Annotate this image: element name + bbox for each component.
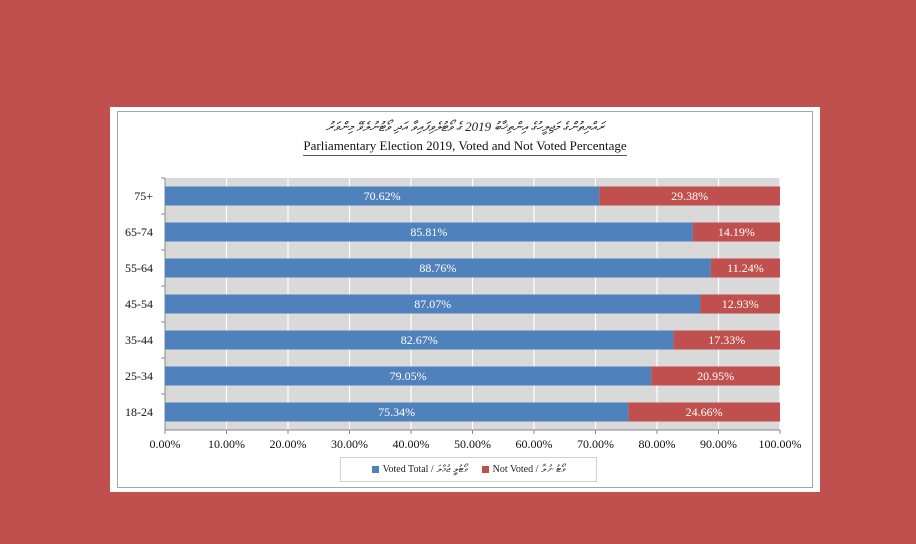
- data-label: 79.05%: [390, 369, 427, 383]
- x-tick-label: 80.00%: [639, 437, 676, 451]
- bar-voted: [165, 186, 600, 206]
- y-tick-label: 18-24: [125, 405, 153, 419]
- x-tick-label: 10.00%: [208, 437, 245, 451]
- data-label: 70.62%: [364, 189, 401, 203]
- bar-voted: [165, 258, 711, 278]
- bar-voted: [165, 402, 629, 422]
- bar-not-voted: [710, 258, 780, 278]
- y-tick-label: 45-54: [125, 297, 153, 311]
- chart-title: Parliamentary Election 2019, Voted and N…: [110, 138, 820, 156]
- legend: Voted Total / ވޯޓުލީ ޖުމްލަ Not Voted / …: [340, 457, 597, 482]
- x-tick-label: 60.00%: [516, 437, 553, 451]
- chart-title-text: Parliamentary Election 2019, Voted and N…: [303, 138, 627, 156]
- chart-title-dhivehi: ރައްޔިތުންގެ މަޖިލީހުގެ އިންތިޚާބު 2019 …: [325, 119, 605, 134]
- bar-not-voted: [599, 186, 780, 206]
- y-tick-label: 25-34: [125, 369, 153, 383]
- data-label: 75.34%: [378, 405, 415, 419]
- x-tick-label: 30.00%: [331, 437, 368, 451]
- data-label: 82.67%: [401, 333, 438, 347]
- x-tick-label: 70.00%: [577, 437, 614, 451]
- legend-swatch-not-voted: [481, 466, 489, 474]
- bar-voted: [165, 294, 701, 314]
- x-tick-label: 40.00%: [393, 437, 430, 451]
- data-label: 20.95%: [697, 369, 734, 383]
- bar-not-voted: [692, 222, 780, 242]
- bar-not-voted: [700, 294, 780, 314]
- y-tick-label: 75+: [134, 189, 153, 203]
- bar-not-voted: [673, 330, 780, 350]
- x-tick-label: 0.00%: [150, 437, 181, 451]
- data-label: 24.66%: [686, 405, 723, 419]
- y-tick-label: 65-74: [125, 225, 153, 239]
- y-tick-label: 35-44: [125, 333, 153, 347]
- data-label: 88.76%: [419, 261, 456, 275]
- x-tick-label: 100.00%: [759, 437, 802, 451]
- data-label: 29.38%: [671, 189, 708, 203]
- x-tick-label: 20.00%: [270, 437, 307, 451]
- legend-swatch-voted: [371, 466, 379, 474]
- bar-voted: [165, 222, 693, 242]
- x-tick-label: 50.00%: [454, 437, 491, 451]
- y-tick-label: 55-64: [125, 261, 153, 275]
- legend-label-voted: Voted Total / ވޯޓުލީ ޖުމްލަ: [382, 464, 468, 475]
- bar-not-voted: [628, 402, 780, 422]
- data-label: 85.81%: [410, 225, 447, 239]
- bar-voted: [165, 366, 652, 386]
- data-label: 17.33%: [708, 333, 745, 347]
- bar-voted: [165, 330, 674, 350]
- bar-chart: 0.00% 10.00% 20.00% 30.00% 40.00% 50.00% 60.00…: [125, 177, 802, 451]
- x-tick-label: 90.00%: [700, 437, 737, 451]
- data-label: 87.07%: [414, 297, 451, 311]
- chart-border: [117, 111, 813, 488]
- chart-card: ރައްޔިތުންގެ މަޖިލީހުގެ އިންތިޚާބު 2019 …: [110, 107, 820, 492]
- data-label: 11.24%: [727, 261, 764, 275]
- data-label: 12.93%: [722, 297, 759, 311]
- bar-not-voted: [651, 366, 780, 386]
- legend-item-voted: Voted Total / ވޯޓުލީ ޖުމްލަ: [371, 464, 468, 475]
- data-label: 14.19%: [718, 225, 755, 239]
- legend-item-not-voted: Not Voted / ވޯޓު ނުލާ: [481, 464, 566, 475]
- legend-label-not-voted: Not Voted / ވޯޓު ނުލާ: [492, 464, 566, 475]
